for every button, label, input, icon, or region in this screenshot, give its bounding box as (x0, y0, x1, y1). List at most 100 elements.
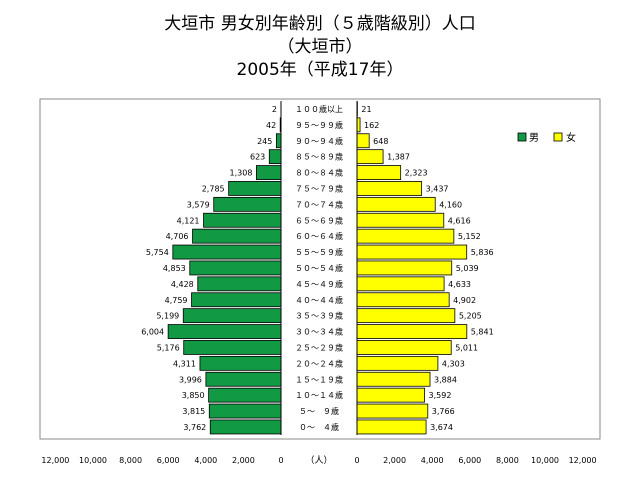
female-value-label: 5,011 (455, 343, 478, 352)
age-category-label: ４５～４９歳 (295, 279, 343, 289)
male-value-label: 5,754 (146, 248, 169, 257)
age-category-label: ５～ ９歳 (299, 406, 339, 416)
female-value-label: 4,303 (442, 359, 465, 368)
male-value-label: 623 (250, 153, 265, 162)
age-category-labels: １００歳以上 ９５～９９歳 ９０～９４歳 ８５～８９歳 ８０～８４歳 ７５～７９歳 ７０～７… (295, 104, 343, 432)
male-value-label: 5,176 (157, 343, 180, 352)
male-bar (209, 419, 282, 435)
female-value-label: 5,152 (458, 232, 481, 241)
male-value-label: 2,785 (202, 184, 225, 193)
male-value-label: 3,762 (183, 423, 206, 432)
male-bar (183, 340, 282, 355)
age-category-label: ２０～２４歳 (295, 358, 343, 368)
male-value-label: 4,428 (171, 280, 194, 289)
male-value-label: 4,121 (177, 216, 200, 225)
left-axis-tick-label: 8,000 (119, 456, 142, 465)
female-value-label: 4,616 (448, 216, 471, 225)
left-axis-tick-label: 4,000 (194, 456, 217, 465)
male-bar (191, 292, 282, 308)
left-axis-tick-label: 6,000 (157, 456, 180, 465)
male-value-label: 3,815 (182, 407, 205, 416)
female-value-label: 21 (361, 105, 371, 114)
female-bar (356, 276, 445, 292)
male-bar (205, 371, 282, 387)
male-bar (167, 324, 282, 339)
female-value-label: 2,323 (405, 169, 428, 178)
age-category-label: ７５～７９歳 (295, 183, 343, 193)
male-value-label: 245 (257, 137, 272, 146)
female-bar (356, 419, 427, 435)
female-value-label: 3,884 (434, 375, 457, 384)
female-value-label: 3,437 (426, 184, 449, 193)
age-category-label: ０～ ４歳 (299, 422, 339, 432)
age-category-label: １００歳以上 (295, 104, 343, 114)
age-category-label: ２５～２９歳 (295, 342, 343, 352)
right-axis-tick-label: 0 (354, 456, 359, 465)
left-axis-tick-label: 2,000 (232, 456, 255, 465)
legend-male-swatch (517, 132, 527, 142)
female-bar (356, 244, 468, 260)
age-category-label: ５０～５４歳 (295, 263, 343, 273)
age-category-label: ６０～６４歳 (295, 231, 343, 241)
age-category-label: ８０～８４歳 (295, 168, 343, 178)
female-value-label: 1,387 (387, 153, 410, 162)
male-bar (172, 244, 282, 260)
female-bar (356, 308, 456, 324)
female-bar (356, 181, 423, 196)
right-axis-tick-label: 8,000 (496, 456, 519, 465)
male-value-label: 4,759 (165, 296, 188, 305)
male-value-label: 3,579 (187, 200, 210, 209)
female-bar (356, 292, 450, 308)
age-category-label: ７０～７４歳 (295, 199, 343, 209)
male-value-label: 4,853 (163, 264, 186, 273)
male-bar (199, 355, 282, 371)
female-bar (356, 387, 425, 403)
age-category-label: ４０～４４歳 (295, 295, 343, 305)
right-axis-tick-label: 4,000 (421, 456, 444, 465)
data-labels: 2 21 42 162 245 648 623 1,387 1,308 2,323 2,785 3,4… (141, 105, 494, 432)
male-value-label: 1,308 (230, 169, 253, 178)
female-value-label: 5,836 (471, 248, 494, 257)
female-bar (356, 133, 370, 149)
age-category-label: ３０～３４歳 (295, 327, 343, 337)
chart-title-line-2: （大垣市） (278, 37, 363, 57)
male-value-label: 3,996 (179, 375, 202, 384)
female-value-label: 5,205 (459, 312, 482, 321)
male-bar (208, 387, 282, 403)
plot-area-frame (39, 98, 601, 440)
male-bar (189, 260, 282, 276)
left-axis-tick-label: 0 (278, 456, 283, 465)
age-category-label: ３５～３９歳 (295, 311, 343, 321)
male-value-label: 3,850 (182, 391, 205, 400)
age-category-label: ６５～６９歳 (295, 215, 343, 225)
age-category-label: １５～１９歳 (295, 374, 343, 384)
male-bar (208, 403, 282, 419)
male-bar (268, 149, 282, 165)
male-bars (167, 101, 282, 435)
right-axis-tick-label: 12,000 (569, 456, 597, 465)
female-value-label: 3,766 (432, 407, 455, 416)
female-bar (356, 212, 445, 228)
male-value-label: 2 (272, 105, 277, 114)
female-value-label: 5,841 (471, 328, 494, 337)
male-bar (197, 276, 282, 292)
age-category-label: １０～１４歳 (295, 390, 343, 400)
right-axis-tick-label: 10,000 (531, 456, 559, 465)
age-category-label: ５５～５９歳 (295, 247, 343, 257)
female-value-label: 4,633 (448, 280, 471, 289)
female-bar (356, 324, 468, 339)
male-bar (213, 196, 282, 212)
legend-female-label: 女 (566, 131, 576, 144)
chart-title-line-3: 2005年（平成17年） (237, 60, 404, 80)
female-bar (356, 355, 439, 371)
male-value-label: 4,311 (173, 359, 196, 368)
male-bar (275, 133, 282, 149)
male-bar (256, 165, 282, 180)
female-bar (356, 371, 431, 387)
left-axis-tick-label: 12,000 (41, 456, 69, 465)
female-bar (356, 340, 452, 355)
age-category-label: ９５～９９歳 (295, 120, 343, 130)
female-value-label: 162 (364, 121, 379, 130)
male-value-label: 5,199 (156, 312, 179, 321)
